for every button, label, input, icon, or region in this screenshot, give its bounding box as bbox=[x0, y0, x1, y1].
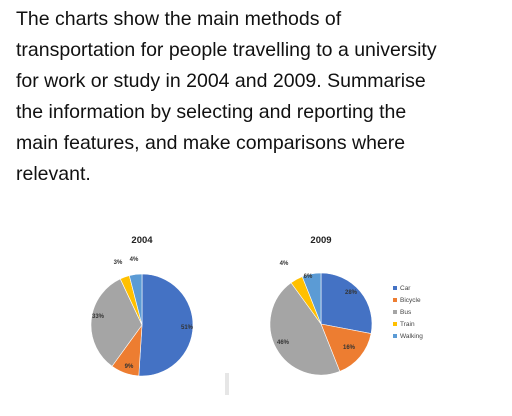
slice-label-bus: 33% bbox=[92, 314, 105, 320]
pie-slice-car bbox=[138, 273, 194, 377]
pie-slice-car bbox=[320, 272, 373, 334]
legend-swatch-train bbox=[393, 322, 397, 326]
slice-label-walking: 6% bbox=[304, 274, 313, 280]
slice-label-car: 28% bbox=[345, 290, 358, 296]
prompt-line: for work or study in 2004 and 2009. Summ… bbox=[16, 70, 426, 92]
legend-swatch-walking bbox=[393, 334, 397, 338]
prompt-line: the information by selecting and reporti… bbox=[16, 101, 407, 123]
prompt-line: transportation for people travelling to … bbox=[16, 39, 437, 61]
legend-swatch-car bbox=[393, 286, 397, 290]
pie-chart-2004: 2004 51% 9% 33% 3% 4% bbox=[90, 235, 194, 377]
divider-mark bbox=[225, 373, 229, 395]
chart-title: 2009 bbox=[310, 235, 331, 246]
pie-slice-walking bbox=[128, 273, 143, 326]
pie-slice-bus bbox=[269, 282, 341, 376]
slice-label-bus: 46% bbox=[277, 340, 290, 346]
chart-legend: Car Bicycle Bus Train Walking bbox=[393, 285, 423, 340]
legend-label-walking: Walking bbox=[400, 333, 423, 340]
legend-swatch-bus bbox=[393, 310, 397, 314]
legend-label-train: Train bbox=[400, 321, 415, 328]
pie-slice-bicycle bbox=[320, 323, 372, 372]
slice-label-bicycle: 16% bbox=[343, 345, 356, 351]
slice-label-train: 3% bbox=[114, 260, 123, 266]
prompt-line: main features, and make comparisons wher… bbox=[16, 132, 406, 154]
pie-chart-2009: 2009 28% 16% 46% 4% 6% bbox=[269, 235, 373, 376]
prompt-line: The charts show the main methods of bbox=[16, 8, 342, 30]
slice-label-car: 51% bbox=[181, 325, 194, 331]
charts-figure: 2004 51% 9% 33% 3% 4% 2009 28% 16% 46% 4% 6% Car Bicy… bbox=[0, 220, 512, 416]
pie-slice-walking bbox=[301, 272, 322, 325]
charts-svg: 2004 51% 9% 33% 3% 4% 2009 28% 16% 46% 4% 6% Car Bicy… bbox=[90, 235, 423, 377]
legend-label-bicycle: Bicycle bbox=[400, 297, 421, 304]
legend-label-bus: Bus bbox=[400, 309, 412, 316]
prompt-line: relevant. bbox=[16, 163, 91, 185]
slice-label-train: 4% bbox=[280, 261, 289, 267]
legend-swatch-bicycle bbox=[393, 298, 397, 302]
slice-label-bicycle: 9% bbox=[125, 364, 134, 370]
legend-label-car: Car bbox=[400, 285, 411, 292]
task-prompt: The charts show the main methods of tran… bbox=[16, 4, 504, 190]
chart-title: 2004 bbox=[131, 235, 153, 246]
slice-label-walking: 4% bbox=[130, 257, 139, 263]
pie-slice-bus bbox=[90, 278, 143, 367]
